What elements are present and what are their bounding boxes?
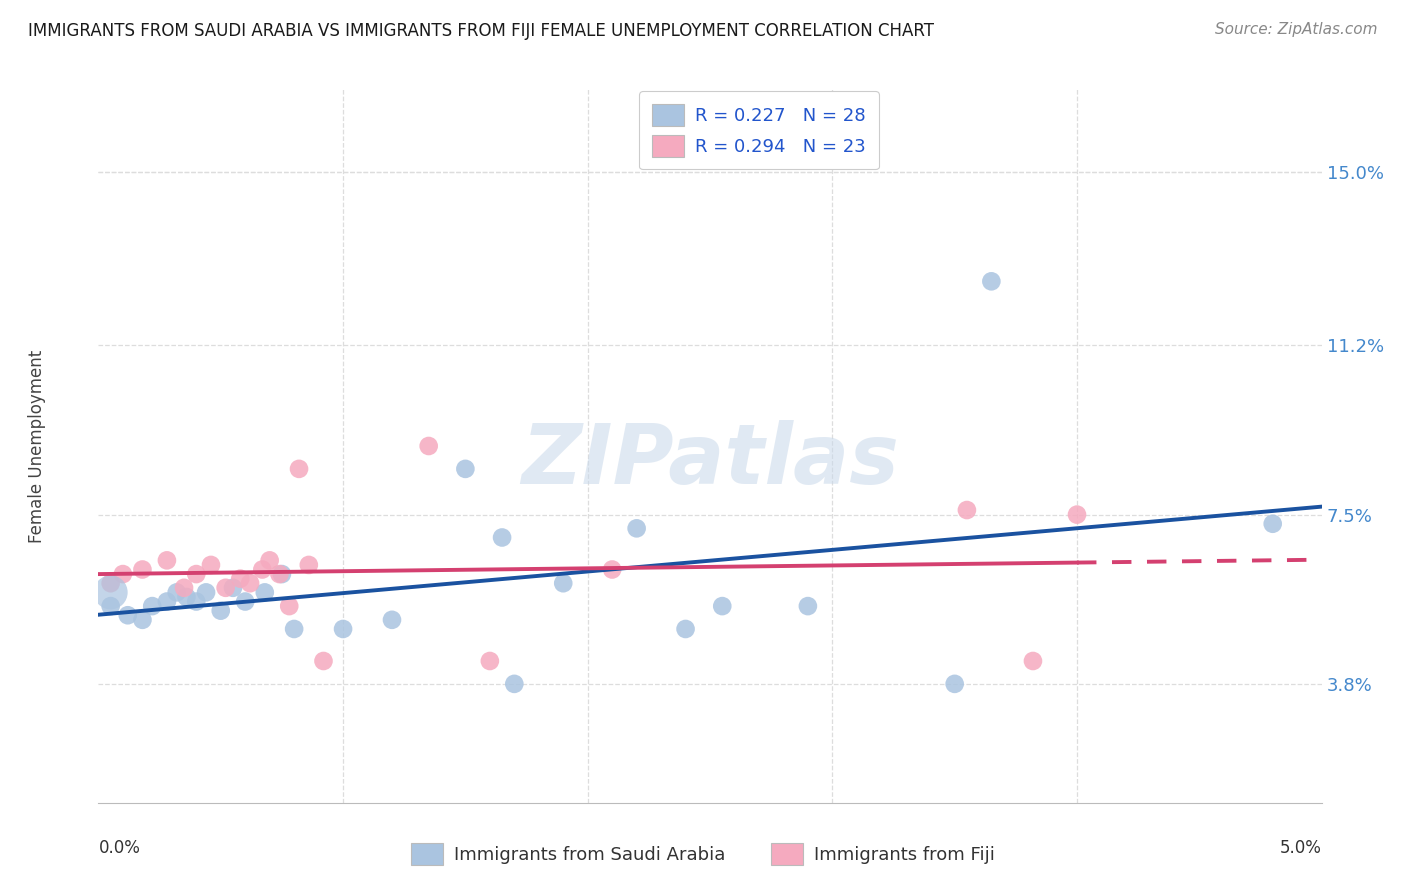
Text: IMMIGRANTS FROM SAUDI ARABIA VS IMMIGRANTS FROM FIJI FEMALE UNEMPLOYMENT CORRELA: IMMIGRANTS FROM SAUDI ARABIA VS IMMIGRAN… bbox=[28, 22, 934, 40]
Point bbox=[283, 622, 305, 636]
Point bbox=[491, 531, 513, 545]
Point bbox=[173, 581, 195, 595]
Point bbox=[332, 622, 354, 636]
Point bbox=[166, 585, 188, 599]
Point bbox=[278, 599, 301, 613]
Point bbox=[259, 553, 281, 567]
Point bbox=[503, 677, 526, 691]
Text: Source: ZipAtlas.com: Source: ZipAtlas.com bbox=[1215, 22, 1378, 37]
Point bbox=[186, 567, 208, 582]
Point bbox=[1022, 654, 1045, 668]
Point bbox=[797, 599, 820, 613]
Point bbox=[229, 572, 252, 586]
Point bbox=[980, 274, 1002, 288]
Point bbox=[943, 677, 966, 691]
Point bbox=[381, 613, 404, 627]
Point bbox=[100, 585, 122, 599]
Text: ZIPatlas: ZIPatlas bbox=[522, 420, 898, 500]
Point bbox=[141, 599, 163, 613]
Point bbox=[233, 594, 256, 608]
Point bbox=[156, 553, 179, 567]
Point bbox=[956, 503, 979, 517]
Point bbox=[131, 562, 153, 576]
Point bbox=[200, 558, 222, 572]
Point bbox=[100, 576, 122, 591]
Point bbox=[418, 439, 440, 453]
Text: 0.0%: 0.0% bbox=[98, 839, 141, 857]
Point bbox=[100, 599, 122, 613]
Point bbox=[553, 576, 575, 591]
Point bbox=[195, 585, 218, 599]
Point bbox=[288, 462, 311, 476]
Text: Female Unemployment: Female Unemployment bbox=[28, 350, 46, 542]
Point bbox=[711, 599, 734, 613]
Point bbox=[478, 654, 501, 668]
Point bbox=[454, 462, 477, 476]
Point bbox=[600, 562, 623, 576]
Point bbox=[209, 604, 232, 618]
Point bbox=[214, 581, 236, 595]
Legend: Immigrants from Saudi Arabia, Immigrants from Fiji: Immigrants from Saudi Arabia, Immigrants… bbox=[402, 834, 1004, 874]
Point bbox=[252, 562, 274, 576]
Point bbox=[156, 594, 179, 608]
Point bbox=[312, 654, 335, 668]
Point bbox=[176, 590, 198, 604]
Point bbox=[253, 585, 276, 599]
Point bbox=[675, 622, 697, 636]
Point bbox=[298, 558, 321, 572]
Text: 5.0%: 5.0% bbox=[1279, 839, 1322, 857]
Point bbox=[186, 594, 208, 608]
Point bbox=[269, 567, 291, 582]
Point bbox=[1261, 516, 1284, 531]
Point bbox=[270, 567, 294, 582]
Point bbox=[117, 608, 139, 623]
Point bbox=[1066, 508, 1088, 522]
Point bbox=[131, 613, 153, 627]
Point bbox=[239, 576, 262, 591]
Point bbox=[111, 567, 134, 582]
Point bbox=[222, 581, 245, 595]
Legend: R = 0.227   N = 28, R = 0.294   N = 23: R = 0.227 N = 28, R = 0.294 N = 23 bbox=[640, 91, 879, 169]
Point bbox=[626, 521, 648, 535]
